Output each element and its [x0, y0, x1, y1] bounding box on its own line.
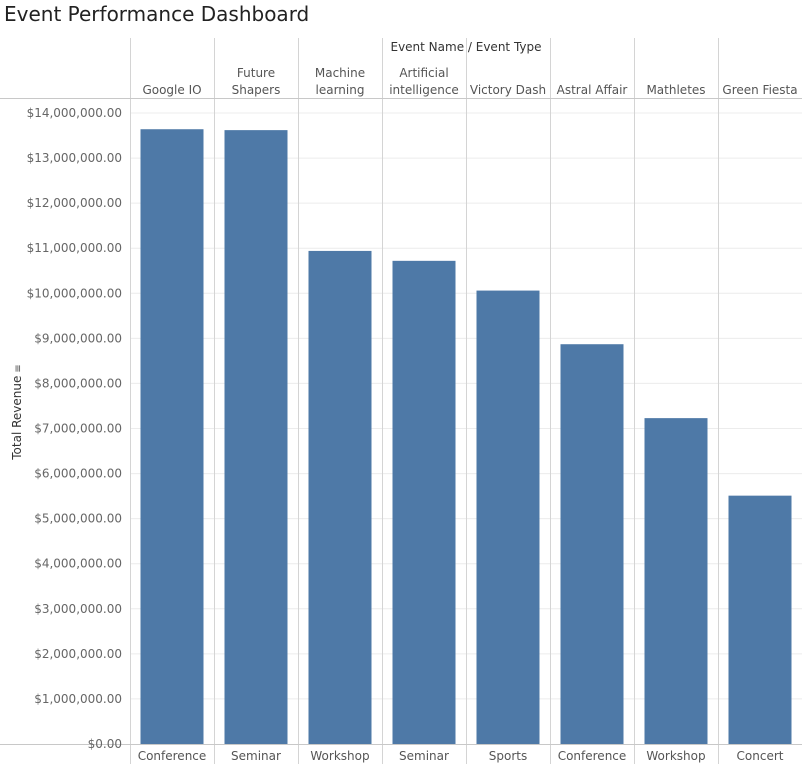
y-tick-label: $6,000,000.00 — [34, 467, 122, 481]
bar — [476, 290, 540, 744]
category-label: Google IO — [142, 83, 201, 97]
y-tick-label: $4,000,000.00 — [34, 557, 122, 571]
y-tick-label: $10,000,000.00 — [27, 286, 122, 300]
category-label: Mathletes — [646, 83, 705, 97]
y-tick-label: $0.00 — [88, 737, 122, 751]
event-type-label: Seminar — [399, 749, 449, 763]
y-axis-title: Total Revenue ≡ — [10, 364, 24, 460]
event-type-label: Conference — [138, 749, 207, 763]
sort-icon[interactable]: ≡ — [13, 364, 24, 373]
bar — [560, 344, 624, 744]
y-tick-label: $2,000,000.00 — [34, 647, 122, 661]
bar — [392, 260, 456, 744]
bar — [224, 130, 288, 744]
category-label: Victory Dash — [470, 83, 546, 97]
category-label: Astral Affair — [557, 83, 628, 97]
y-tick-label: $14,000,000.00 — [27, 106, 122, 120]
event-type-label: Workshop — [310, 749, 369, 763]
y-axis-title-text: Total Revenue — [10, 375, 24, 460]
category-label: Green Fiesta — [722, 83, 797, 97]
bar — [644, 418, 708, 744]
category-label: intelligence — [389, 83, 459, 97]
y-tick-label: $3,000,000.00 — [34, 602, 122, 616]
y-tick-label: $5,000,000.00 — [34, 512, 122, 526]
event-type-label: Seminar — [231, 749, 281, 763]
event-type-label: Workshop — [646, 749, 705, 763]
y-tick-label: $8,000,000.00 — [34, 376, 122, 390]
category-label: learning — [316, 83, 365, 97]
event-type-label: Sports — [489, 749, 527, 763]
column-header-label: Event Name / Event Type — [390, 40, 542, 54]
event-type-label: Conference — [558, 749, 627, 763]
y-tick-label: $9,000,000.00 — [34, 331, 122, 345]
y-tick-label: $7,000,000.00 — [34, 422, 122, 436]
y-tick-label: $11,000,000.00 — [27, 241, 122, 255]
y-tick-label: $1,000,000.00 — [34, 692, 122, 706]
category-label: Machine — [315, 66, 365, 80]
bar — [308, 250, 372, 744]
category-label: Future — [237, 66, 275, 80]
y-tick-label: $12,000,000.00 — [27, 196, 122, 210]
bar — [140, 129, 204, 744]
category-label: Shapers — [232, 83, 281, 97]
page-title: Event Performance Dashboard — [4, 2, 310, 26]
event-type-label: Concert — [737, 749, 784, 763]
category-label: Artificial — [399, 66, 448, 80]
y-tick-label: $13,000,000.00 — [27, 151, 122, 165]
bar — [728, 495, 792, 744]
